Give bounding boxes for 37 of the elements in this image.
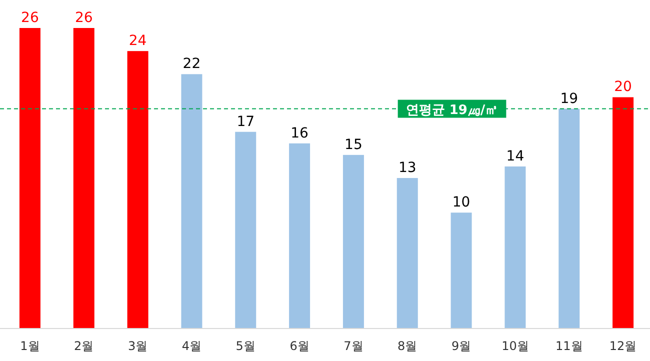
ref-line-label: 연평균 19㎍/㎥ (406, 102, 498, 118)
x-tick-label: 1월 (20, 339, 40, 353)
bar (504, 166, 526, 328)
data-label: 19 (560, 90, 578, 107)
bar (612, 97, 634, 328)
data-label: 16 (290, 125, 309, 142)
data-label: 14 (506, 148, 524, 164)
x-tick-label: 12월 (609, 339, 637, 353)
x-tick-label: 9월 (451, 339, 472, 353)
data-label: 26 (21, 10, 39, 26)
bar (73, 28, 94, 328)
bar (342, 154, 364, 328)
x-tick-label: 10월 (502, 339, 529, 353)
x-tick-label: 11월 (555, 339, 583, 353)
data-label: 17 (236, 114, 255, 130)
data-label: 20 (614, 79, 632, 96)
data-label: 10 (452, 194, 470, 211)
bar (235, 132, 256, 328)
bar (127, 51, 148, 328)
x-tick-label: 2월 (74, 339, 94, 353)
x-tick-label: 4월 (182, 339, 202, 353)
x-tick-label: 6월 (290, 339, 310, 353)
data-label: 26 (74, 10, 93, 26)
bar (396, 178, 418, 328)
x-tick-label: 8월 (398, 339, 418, 353)
x-tick-label: 3월 (128, 339, 148, 353)
bar (289, 143, 310, 328)
bar (558, 108, 580, 328)
x-tick-label: 5월 (236, 339, 256, 353)
bar (19, 28, 40, 328)
x-tick-label: 7월 (344, 339, 364, 353)
data-label: 13 (398, 160, 416, 176)
bar (450, 212, 472, 328)
bar (181, 74, 202, 328)
data-label: 24 (128, 33, 147, 50)
data-label: 15 (344, 136, 362, 153)
data-label: 22 (182, 56, 201, 72)
